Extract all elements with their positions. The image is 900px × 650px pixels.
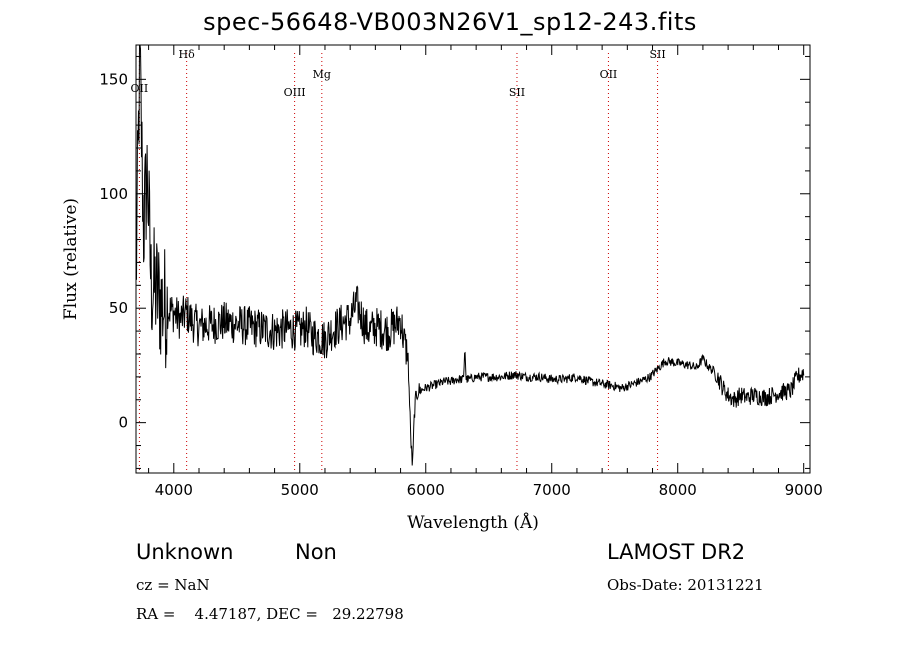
emission-line-label: OIII [284, 86, 306, 99]
radec-text: RA = 4.47187, DEC = 29.22798 [136, 605, 404, 623]
plot-frame [135, 44, 811, 474]
emission-line-label: SII [649, 48, 665, 61]
x-tick-label: 7000 [533, 481, 571, 499]
cz-text: cz = NaN [136, 576, 210, 594]
x-tick-label: 4000 [155, 481, 193, 499]
x-tick-label: 9000 [785, 481, 823, 499]
x-tick-label: 5000 [281, 481, 319, 499]
class-label: Unknown [136, 540, 234, 564]
x-tick-label: 6000 [407, 481, 445, 499]
spectrum-line [135, 44, 805, 466]
y-tick-label: 0 [118, 414, 128, 432]
emission-line-label: Mg [313, 68, 331, 81]
y-tick-label: 150 [99, 70, 128, 88]
y-axis-label: Flux (relative) [61, 198, 81, 320]
emission-line-label: Hδ [179, 48, 196, 61]
emission-line-label: OII [600, 68, 618, 81]
x-tick-label: 8000 [659, 481, 697, 499]
survey-label: LAMOST DR2 [607, 540, 746, 564]
emission-line-label: SII [509, 86, 525, 99]
x-axis-label: Wavelength (Å) [407, 512, 539, 533]
axis-ticks: 4000 5000 6000 7000 8000 9000 0 50 100 150 [99, 45, 823, 499]
subclass-label: Non [295, 540, 337, 564]
y-tick-label: 100 [99, 185, 128, 203]
y-tick-label: 50 [109, 299, 128, 317]
chart-title: spec-56648-VB003N26V1_sp12-243.fits [203, 8, 697, 36]
obs-date-text: Obs-Date: 20131221 [607, 576, 764, 594]
